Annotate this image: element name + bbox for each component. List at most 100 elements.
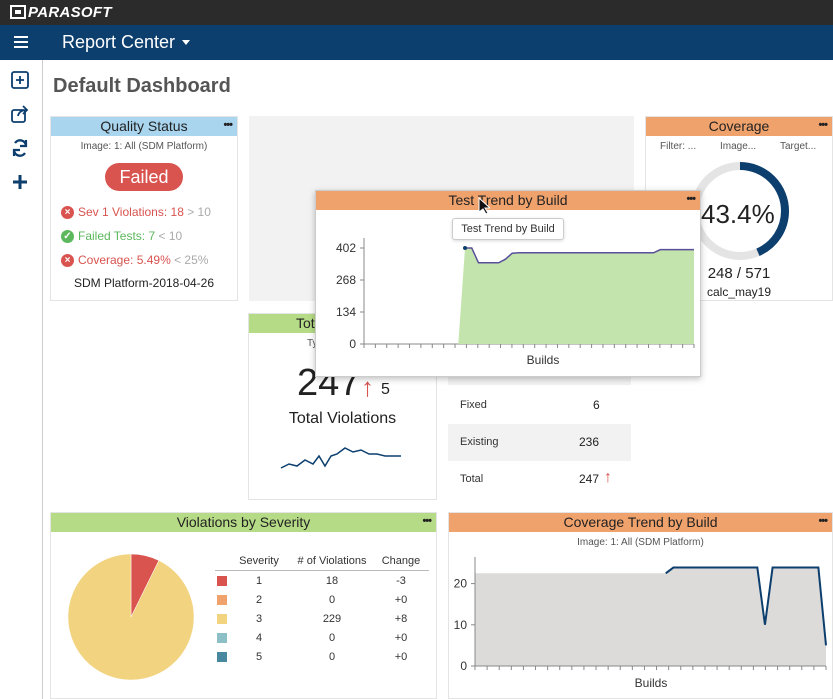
plus-icon[interactable] bbox=[10, 172, 30, 192]
severity-color-swatch bbox=[217, 632, 227, 643]
share-icon[interactable] bbox=[10, 104, 30, 124]
add-widget-icon[interactable] bbox=[10, 70, 30, 90]
severity-change: -3 bbox=[396, 574, 406, 587]
severity-value: 5 bbox=[255, 650, 263, 663]
severity-count: 0 bbox=[328, 650, 336, 663]
coverage-image: Image... bbox=[720, 141, 757, 152]
fail-icon: × bbox=[61, 254, 74, 267]
severity-col-header: Severity bbox=[239, 555, 279, 567]
severity-count: 18 bbox=[325, 574, 339, 587]
severity-color-swatch bbox=[217, 651, 227, 662]
severity-row: 3 229 +8 bbox=[215, 609, 429, 628]
severity-value: 2 bbox=[255, 593, 263, 606]
coverage-target: Target... bbox=[780, 141, 817, 152]
coverage-trend-title: Coverage Trend by Build bbox=[563, 514, 718, 530]
coverage-ratio: 248 / 571 bbox=[707, 265, 771, 282]
status-check-1: × Sev 1 Violations: 18 > 10 bbox=[61, 205, 211, 219]
coverage-trend-chart: 20 10 0 Builds bbox=[454, 557, 827, 690]
test-trend-header[interactable]: Test Trend by Build ••• bbox=[316, 191, 700, 210]
tooltip: Test Trend by Build bbox=[452, 218, 564, 240]
summary-total-label: Total bbox=[460, 473, 484, 485]
severity-count: 229 bbox=[322, 612, 342, 625]
severity-color-swatch bbox=[217, 613, 227, 624]
violations-sparkline bbox=[280, 447, 401, 469]
mouse-cursor-icon bbox=[478, 197, 490, 215]
trend-point bbox=[463, 246, 468, 250]
y-tick-label: 268 bbox=[336, 273, 356, 287]
severity-change: +0 bbox=[394, 631, 408, 644]
coverage-name: calc_may19 bbox=[706, 285, 772, 299]
summary-row-bg bbox=[448, 424, 631, 461]
trend-area bbox=[364, 248, 694, 344]
severity-row: 5 0 +0 bbox=[215, 647, 429, 666]
change-col-header: Change bbox=[381, 555, 421, 567]
build-name: SDM Platform-2018-04-26 bbox=[73, 276, 215, 290]
severity-count: 0 bbox=[328, 593, 336, 606]
widget-menu-icon[interactable]: ••• bbox=[422, 515, 432, 527]
coverage-trend-header: Coverage Trend by Build ••• bbox=[449, 513, 832, 532]
y-tick-label: 0 bbox=[460, 659, 467, 673]
summary-total-value: 247 bbox=[579, 472, 600, 486]
violations-delta: 5 bbox=[381, 381, 390, 398]
type-label: Ty bbox=[307, 338, 318, 349]
severity-color-swatch bbox=[217, 575, 227, 586]
up-arrow-icon: ↑ bbox=[361, 372, 374, 402]
page-title: Default Dashboard bbox=[53, 75, 231, 97]
total-violations-label: Total Violations bbox=[288, 410, 397, 427]
refresh-icon[interactable] bbox=[10, 138, 30, 158]
coverage-trend-image-line: Image: 1: All (SDM Platform) bbox=[577, 537, 704, 548]
hamburger-menu-icon[interactable] bbox=[14, 36, 28, 48]
y-tick-label: 0 bbox=[349, 337, 356, 351]
summary-existing-value: 236 bbox=[579, 435, 600, 449]
severity-color-swatch bbox=[217, 594, 227, 605]
violations-by-severity-widget: Violations by Severity ••• Severity # of … bbox=[50, 512, 437, 699]
widget-menu-icon[interactable]: ••• bbox=[223, 119, 233, 131]
severity-row: 1 18 -3 bbox=[215, 571, 429, 590]
quality-status-title: Quality Status bbox=[100, 118, 188, 134]
severity-table-header: Severity # of Violations Change bbox=[215, 555, 429, 571]
summary-fixed-label: Fixed bbox=[460, 399, 487, 411]
severity-change: +0 bbox=[394, 650, 408, 663]
test-trend-chart: 402 268 134 0 Builds bbox=[336, 238, 695, 367]
quality-status-header: Quality Status ••• bbox=[51, 117, 237, 136]
widget-menu-icon[interactable]: ••• bbox=[818, 119, 828, 131]
test-trend-title: Test Trend by Build bbox=[448, 192, 568, 208]
widget-menu-icon[interactable]: ••• bbox=[686, 193, 696, 205]
coverage-trend-widget: Coverage Trend by Build ••• Image: 1: All… bbox=[448, 512, 833, 699]
severity-value: 1 bbox=[255, 574, 263, 587]
severity-count: 0 bbox=[328, 631, 336, 644]
coverage-line bbox=[665, 566, 827, 646]
x-axis-label: Builds bbox=[635, 676, 668, 690]
severity-pie-chart bbox=[67, 553, 195, 681]
fail-icon: × bbox=[61, 206, 74, 219]
up-arrow-icon: ↑ bbox=[604, 469, 612, 486]
report-center-menu[interactable]: Report Center bbox=[62, 32, 176, 52]
quality-status-badge: Failed bbox=[105, 163, 183, 191]
count-col-header: # of Violations bbox=[297, 555, 367, 567]
severity-table: Severity # of Violations Change 1 18 -3 2 0 +… bbox=[215, 555, 429, 666]
quality-status-image-line: Image: 1: All (SDM Platform) bbox=[80, 141, 208, 152]
caret-down-icon[interactable] bbox=[182, 40, 190, 45]
y-tick-label: 10 bbox=[454, 618, 468, 632]
coverage-title: Coverage bbox=[708, 118, 770, 134]
severity-change: +8 bbox=[394, 612, 408, 625]
severity-rows: 1 18 -3 2 0 +0 3 229 +8 4 0 +0 5 0 +0 bbox=[215, 571, 429, 666]
severity-value: 4 bbox=[255, 631, 263, 644]
left-sidebar bbox=[0, 60, 43, 699]
trend-line bbox=[465, 247, 694, 264]
summary-existing-label: Existing bbox=[460, 436, 499, 448]
total-violations-title: Tot bbox=[296, 315, 315, 331]
severity-row: 2 0 +0 bbox=[215, 590, 429, 609]
coverage-percent: 43.4% bbox=[701, 199, 775, 229]
widget-menu-icon[interactable]: ••• bbox=[818, 515, 828, 527]
parasoft-logo: PARASOFT bbox=[10, 4, 112, 21]
quality-status-widget: Quality Status ••• Image: 1: All (SDM Pla… bbox=[50, 116, 238, 301]
top-bar: PARASOFT bbox=[0, 0, 833, 25]
severity-change: +0 bbox=[394, 593, 408, 606]
navbar: Report Center bbox=[0, 25, 833, 60]
y-tick-label: 134 bbox=[336, 305, 356, 319]
violations-by-severity-title: Violations by Severity bbox=[176, 514, 311, 530]
y-tick-label: 20 bbox=[454, 577, 468, 591]
severity-row: 4 0 +0 bbox=[215, 628, 429, 647]
pass-icon: ✓ bbox=[61, 230, 74, 243]
